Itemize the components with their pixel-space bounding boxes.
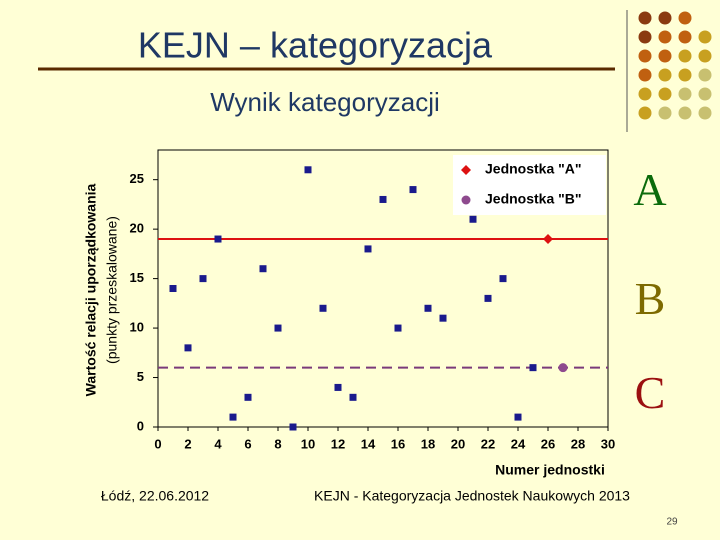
dot [678,11,692,25]
point [199,275,207,283]
y-tick-label: 15 [130,270,144,285]
point [334,383,342,391]
legend-marker [461,165,471,175]
legend-marker [461,195,471,205]
point [484,294,492,302]
point [424,304,432,312]
x-tick-label: 30 [601,436,615,451]
y-tick-label: 10 [130,320,144,335]
dot [698,49,712,63]
zone-label: B [635,273,666,324]
dot [658,106,672,120]
point [349,393,357,401]
point [184,344,192,352]
x-tick-label: 12 [331,436,345,451]
point [514,413,522,421]
dot [658,30,672,44]
point [244,393,252,401]
point [259,265,267,273]
x-axis-label: Numer jednostki [495,462,605,478]
legend-label: Jednostka "B" [485,191,582,207]
point [558,363,568,373]
point [469,215,477,223]
y-axis-label: Wartość relacji uporządkowania [83,183,99,396]
point [529,364,537,372]
x-tick-label: 4 [214,436,222,451]
dot [658,87,672,101]
x-tick-label: 22 [481,436,495,451]
dot [658,68,672,82]
y-axis-label-2: (punkty przeskalowane) [104,216,120,364]
point [214,235,222,243]
dot [658,49,672,63]
dot [678,106,692,120]
dot [638,106,652,120]
footer-left: Łódź, 22.06.2012 [101,488,209,504]
zone-label: A [633,164,666,215]
x-tick-label: 28 [571,436,585,451]
y-tick-label: 25 [130,171,144,186]
dot [678,87,692,101]
point [304,166,312,174]
title: KEJN – kategoryzacja [138,25,493,66]
point [289,423,297,431]
x-tick-label: 6 [244,436,251,451]
point [169,285,177,292]
y-tick-label: 5 [137,369,144,384]
point [319,304,327,312]
dot [638,49,652,63]
x-tick-label: 20 [451,436,465,451]
zone-label: C [635,367,666,418]
dot [638,87,652,101]
point [409,186,417,194]
point [439,314,447,322]
dot [678,49,692,63]
dot [638,30,652,44]
x-tick-label: 8 [274,436,281,451]
point [379,195,387,203]
y-tick-label: 20 [130,221,144,236]
legend-box [453,155,606,215]
point [543,234,553,245]
dot [698,68,712,82]
dot [678,30,692,44]
point [274,324,282,332]
legend-label: Jednostka "A" [485,161,582,177]
dot [638,11,652,25]
point [499,275,507,283]
decoration [638,11,712,120]
x-tick-label: 2 [184,436,191,451]
dot [698,30,712,44]
x-tick-label: 18 [421,436,435,451]
point [394,324,402,332]
x-tick-label: 14 [361,436,376,451]
dot [678,68,692,82]
subtitle: Wynik kategoryzacji [210,87,440,117]
y-tick-label: 0 [137,418,144,433]
x-tick-label: 26 [541,436,555,451]
page-number: 29 [666,517,678,528]
x-tick-label: 0 [154,436,161,451]
point [364,245,372,253]
x-tick-label: 10 [301,436,315,451]
dot [698,106,712,120]
dot [698,87,712,101]
x-tick-label: 24 [511,436,526,451]
x-tick-label: 16 [391,436,405,451]
footer-center: KEJN - Kategoryzacja Jednostek Naukowych… [314,488,630,504]
dot [638,68,652,82]
dot [658,11,672,25]
point [229,413,237,421]
plot-area [157,149,609,428]
